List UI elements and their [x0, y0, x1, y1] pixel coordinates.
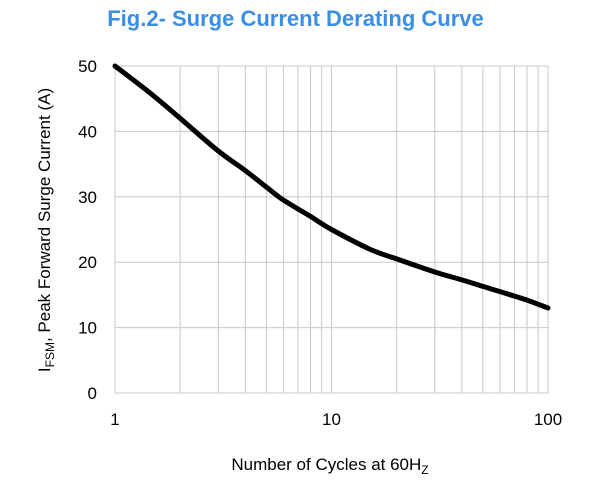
y-tick-label: 10	[78, 319, 97, 338]
y-tick-label: 0	[88, 384, 97, 403]
x-tick-label: 10	[322, 410, 341, 429]
series-line	[112, 63, 551, 311]
plot-frame	[114, 65, 549, 394]
grid-lines	[115, 66, 548, 393]
y-tick-label: 20	[78, 253, 97, 272]
y-axis-label: IFSM, Peak Forward Surge Current (A)	[35, 88, 57, 372]
x-tick-label: 100	[534, 410, 562, 429]
x-tick-label: 1	[110, 410, 119, 429]
x-axis-label: Number of Cycles at 60HZ	[231, 455, 428, 477]
y-tick-label: 40	[78, 122, 97, 141]
y-tick-label: 50	[78, 57, 97, 76]
y-tick-label: 30	[78, 188, 97, 207]
chart-title: Fig.2- Surge Current Derating Curve	[107, 6, 484, 31]
